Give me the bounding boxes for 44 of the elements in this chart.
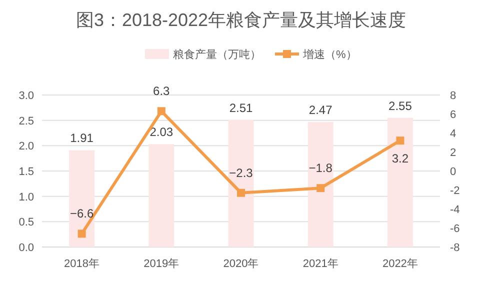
data-label: 2.03 — [150, 125, 174, 140]
y-tick-label: 1.0 — [18, 191, 34, 204]
y-tick-label: 1.5 — [18, 166, 34, 178]
y-tick-label: 2.0 — [18, 140, 34, 153]
data-label: −6.6 — [70, 206, 94, 221]
x-tick-label: 2019年 — [144, 258, 180, 270]
point — [237, 188, 245, 197]
data-label: −1.8 — [308, 161, 333, 176]
bar — [228, 120, 254, 247]
x-tick-label: 2020年 — [223, 258, 259, 270]
chart-title: 图3：2018-2022年粮食产量及其增长速度 — [76, 10, 406, 30]
y2-tick-label: -8 — [450, 242, 460, 254]
legend-label: 粮食产量（万吨） — [173, 48, 261, 61]
data-label: 2.47 — [308, 102, 333, 117]
legend-label: 增速（%） — [302, 48, 357, 61]
bar — [148, 144, 174, 247]
y2-tick-label: 4 — [450, 128, 456, 140]
y2-tick-label: -2 — [450, 185, 460, 197]
y2-tick-label: 0 — [450, 166, 456, 178]
y-tick-label: 3.0 — [18, 90, 34, 102]
data-label: 6.3 — [153, 84, 170, 98]
data-label: 1.91 — [70, 131, 94, 146]
point — [157, 107, 166, 116]
data-label: 2.55 — [388, 98, 412, 113]
data-label: 3.2 — [392, 152, 409, 166]
bar — [69, 150, 95, 247]
y2-tick-label: 2 — [450, 147, 456, 159]
x-tick-label: 2018年 — [64, 258, 100, 270]
y-tick-label: 0.0 — [18, 242, 34, 254]
bar — [308, 122, 334, 247]
y2-tick-label: -6 — [450, 223, 460, 235]
point — [78, 230, 86, 238]
y2-tick-label: -4 — [450, 204, 460, 216]
x-tick-label: 2021年 — [302, 258, 338, 270]
data-label: 2.51 — [229, 100, 253, 115]
data-label: −2.3 — [229, 166, 254, 180]
y2-tick-label: 6 — [450, 109, 456, 121]
y-tick-label: 2.5 — [18, 115, 34, 128]
point — [396, 136, 404, 145]
x-tick-label: 2022年 — [382, 258, 418, 270]
point — [316, 184, 325, 192]
y2-tick-label: 8 — [450, 90, 456, 102]
bar — [387, 118, 413, 247]
y-tick-label: 0.5 — [18, 216, 34, 229]
